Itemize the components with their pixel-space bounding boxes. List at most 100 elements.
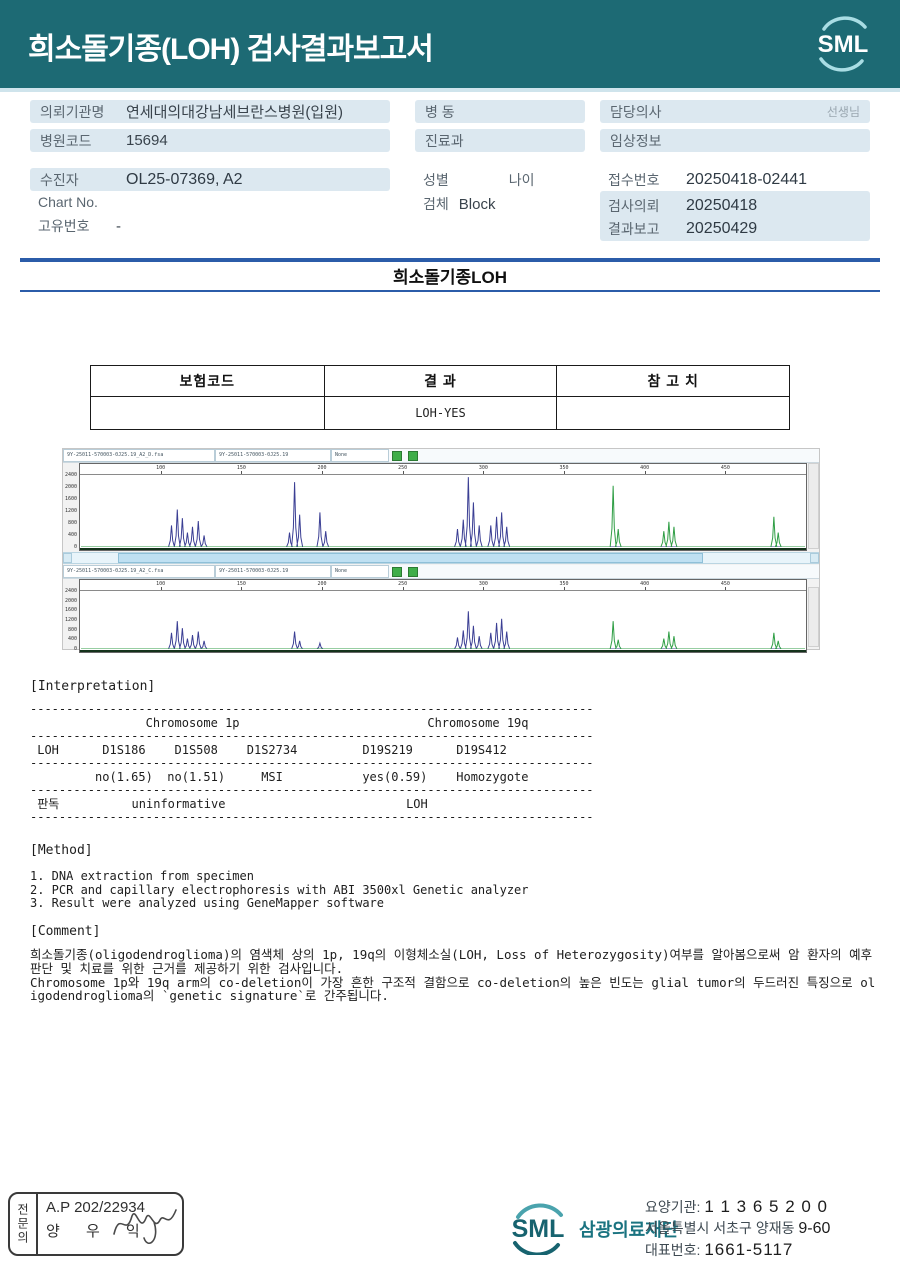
- panel2-dye-label: None: [331, 565, 389, 578]
- x-tick-label: 250: [398, 581, 408, 587]
- field-report-date: 결과보고 20250429: [608, 219, 757, 239]
- field-specimen-label: 검체: [423, 196, 449, 212]
- footer-address-line: 서울특별시 서초구 양재동 9-60: [645, 1218, 895, 1239]
- field-age-label: 나이: [508, 172, 535, 188]
- header-divider: [0, 88, 900, 92]
- col-result: 결 과: [323, 365, 558, 397]
- panel1-vertical-scrollbar[interactable]: [808, 463, 819, 549]
- field-doctor: 담당의사 선생님: [600, 100, 870, 123]
- panel1-file2-label: 9Y-25011-570003-0J25.19: [215, 449, 331, 462]
- specialist-stamp: 전문의 A.P 202/22934 양 우 익: [8, 1192, 184, 1256]
- panel2-header: 9Y-25011-570003-0J25.19_A2_C.fsa 9Y-2501…: [63, 565, 819, 579]
- panel1-size-ruler: 100 150 200 250 300 350 400 450: [80, 464, 806, 475]
- panel2-vertical-scrollbar[interactable]: [808, 587, 819, 647]
- x-tick-mark: [402, 471, 404, 474]
- genemapper-h-scrollbar[interactable]: [63, 552, 819, 564]
- x-tick-mark: [483, 471, 485, 474]
- panel2-plot: 100 150 200 250 300 350 400 450: [79, 579, 807, 653]
- x-tick-mark: [725, 587, 727, 590]
- footer-contact: 요양기관: 1 1 3 6 5 2 0 0 서울특별시 서초구 양재동 9-60…: [645, 1196, 895, 1261]
- result-table-header-row: 보험코드 결 과 참 고 치: [90, 365, 790, 397]
- panel1-plot: 100 150 200 250 300 350 400 450: [79, 463, 807, 551]
- cell-insurance-code: [90, 396, 325, 430]
- comment-body: 희소돌기종(oligodendroglioma)의 염색체 상의 1p, 19q…: [30, 948, 878, 1003]
- x-tick-mark: [564, 471, 565, 474]
- field-patient: 수진자 OL25-07369, A2: [30, 168, 390, 191]
- panel2-trace: [81, 611, 805, 649]
- field-dept-label: 진료과: [425, 132, 464, 149]
- panel1-dye-label: None: [331, 449, 389, 462]
- y-tick-label: 2400: [64, 472, 77, 478]
- y-tick-label: 2400: [64, 588, 77, 594]
- method-list: 1. DNA extraction from specimen 2. PCR a…: [30, 869, 529, 910]
- panel1-file1-label: 9Y-25011-570003-0J25.19_A2_D.fsa: [63, 449, 215, 462]
- x-tick-label: 450: [720, 581, 730, 587]
- x-tick-mark: [160, 587, 162, 590]
- field-report-date-label: 결과보고: [608, 221, 660, 237]
- footer-org-name: 삼광의료재단: [579, 1220, 679, 1240]
- care-number: 1 1 3 6 5 2 0 0: [704, 1197, 829, 1216]
- field-report-date-value: 20250429: [686, 220, 758, 237]
- x-tick-label: 400: [640, 581, 650, 587]
- y-tick-label: 2000: [64, 484, 77, 490]
- interpretation-heading: [Interpretation]: [30, 679, 156, 694]
- comment-heading: [Comment]: [30, 924, 101, 939]
- panel2-file1-label: 9Y-25011-570003-0J25.19_A2_C.fsa: [63, 565, 215, 578]
- panel2-plot-wrap: 100 150 200 250 300 350 400 450 2400 2000 1600 120…: [65, 579, 807, 653]
- y-tick-label: 1200: [64, 616, 77, 623]
- field-request-date-label: 검사의뢰: [608, 198, 660, 214]
- field-sex-label: 성별: [423, 172, 449, 188]
- field-hospital-code: 병원코드 15694: [30, 129, 390, 152]
- field-receipt: 접수번호 20250418-02441: [608, 170, 807, 190]
- x-tick-label: 400: [640, 465, 650, 471]
- y-tick-label: 0: [73, 645, 77, 652]
- result-table-row: LOH-YES: [90, 396, 790, 430]
- x-tick-label: 100: [156, 581, 166, 587]
- signature-icon: [113, 1209, 177, 1244]
- stamp-role-label: 전문의: [15, 1203, 30, 1245]
- section-rule-top: [20, 258, 880, 262]
- col-reference: 참 고 치: [556, 365, 790, 397]
- page-title: 희소돌기종(LOH) 검사결과보고서: [28, 33, 434, 66]
- section-title: 희소돌기종LOH: [392, 268, 508, 287]
- genemapper-screenshot: 9Y-25011-570003-0J25.19_A2_D.fsa 9Y-2501…: [62, 448, 820, 653]
- field-org-value: 연세대의대강남세브란스병원(입원): [126, 104, 343, 121]
- x-tick-mark: [322, 587, 323, 590]
- field-doctor-suffix: 선생님: [826, 105, 860, 119]
- field-unique-no-value: -: [116, 217, 121, 235]
- address-number: 9-60: [798, 1220, 831, 1237]
- x-tick-mark: [160, 471, 162, 474]
- panel1-flag-icon: [392, 451, 402, 461]
- report-header: 희소돌기종(LOH) 검사결과보고서 SML: [0, 0, 900, 88]
- x-tick-mark: [241, 471, 243, 474]
- panel2-flag-icon: [392, 567, 402, 577]
- y-tick-label: 1600: [64, 607, 77, 614]
- x-tick-label: 300: [478, 581, 488, 587]
- x-tick-label: 150: [236, 465, 246, 471]
- stamp-license: A.P 202/22934: [46, 1199, 145, 1216]
- x-tick-label: 350: [559, 465, 569, 471]
- cell-reference: [556, 396, 790, 430]
- scrollbar-thumb[interactable]: [118, 553, 703, 563]
- field-receipt-value: 20250418-02441: [686, 171, 808, 188]
- panel1-plot-wrap: 100 150 200 250 300 350 400 450 2400 2000 1600 120…: [65, 463, 807, 551]
- field-hospital-code-label: 병원코드: [40, 132, 92, 149]
- scroll-right-button[interactable]: [810, 553, 819, 563]
- result-table: 보험코드 결 과 참 고 치 LOH-YES: [90, 365, 790, 430]
- x-tick-label: 200: [317, 581, 327, 587]
- field-receipt-label: 접수번호: [608, 172, 660, 188]
- field-org-label: 의뢰기관명: [40, 103, 105, 120]
- y-tick-label: 800: [67, 520, 77, 526]
- svg-text:SML: SML: [818, 31, 869, 58]
- y-tick-label: 400: [67, 532, 77, 538]
- x-tick-mark: [564, 587, 565, 590]
- y-tick-label: 2000: [64, 597, 77, 604]
- scroll-left-button[interactable]: [63, 553, 72, 563]
- sml-footer-logo-icon: SML: [512, 1203, 564, 1255]
- x-tick-mark: [644, 587, 646, 590]
- field-request-date: 검사의뢰 20250418: [608, 196, 757, 216]
- tel-label: 대표번호:: [645, 1242, 705, 1258]
- field-clinical-label: 임상정보: [610, 132, 662, 149]
- x-tick-mark: [725, 471, 727, 474]
- field-ward-label: 병 동: [425, 103, 455, 120]
